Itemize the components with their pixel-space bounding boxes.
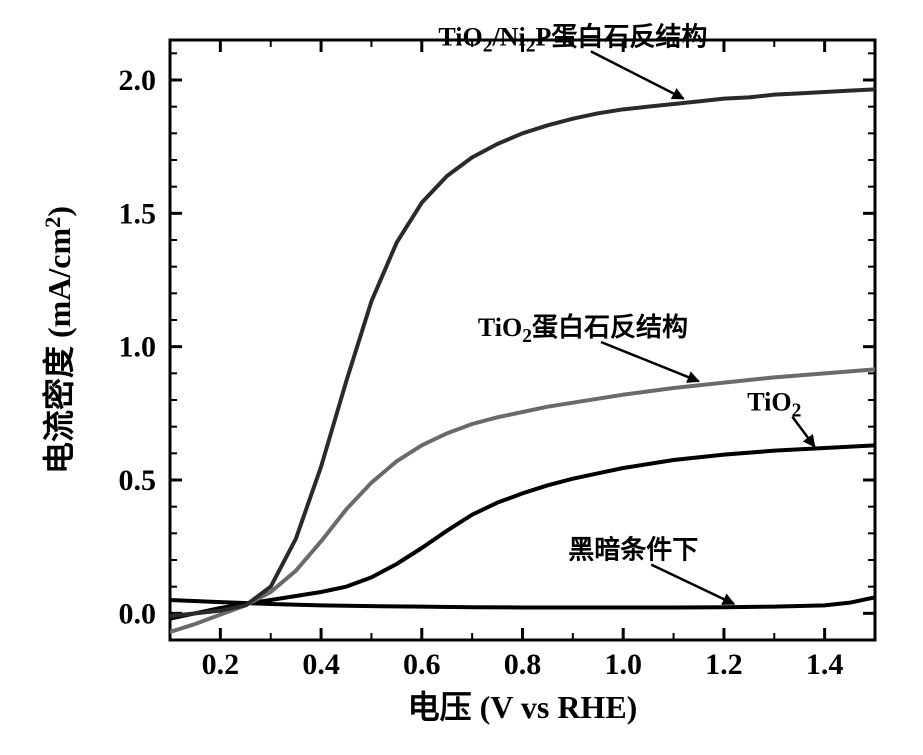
annotation-arrow bbox=[651, 565, 734, 604]
x-tick-label: 0.6 bbox=[403, 648, 441, 681]
x-tick-label: 0.4 bbox=[302, 648, 340, 681]
y-axis-label: 电流密度 (mA/cm2) bbox=[40, 206, 77, 474]
x-tick-label: 1.0 bbox=[604, 648, 642, 681]
series-tio2_ni2p_inverse_opal bbox=[170, 89, 875, 616]
annotation-arrow bbox=[601, 342, 699, 381]
x-axis-label: 电压 (V vs RHE) bbox=[408, 689, 638, 725]
series-tio2 bbox=[170, 445, 875, 618]
annotation-arrow bbox=[591, 51, 684, 98]
chart-container: 0.2 0.4 0.6 0.8 1.0 1.2 1.4 电压 (V vs RHE) 0.0 0.5… bbox=[0, 0, 923, 755]
y-tick-label: 1.0 bbox=[119, 331, 157, 364]
y-tick-label: 2.0 bbox=[119, 64, 157, 97]
y-tick-label: 0.0 bbox=[119, 597, 157, 630]
series-label-tio2_ni2p_inverse_opal: TiO2/Ni2P蛋白石反结构 bbox=[438, 21, 707, 56]
x-tick-label: 0.2 bbox=[202, 648, 240, 681]
annotation-arrow bbox=[792, 417, 814, 447]
series-label-dark: 黑暗条件下 bbox=[568, 536, 698, 565]
y-tick-label: 0.5 bbox=[119, 464, 157, 497]
x-tick-label: 0.8 bbox=[504, 648, 542, 681]
chart-svg: 0.2 0.4 0.6 0.8 1.0 1.2 1.4 电压 (V vs RHE) 0.0 0.5… bbox=[0, 0, 923, 755]
x-tick-label: 1.2 bbox=[705, 648, 743, 681]
y-tick-label: 1.5 bbox=[119, 197, 157, 230]
series-label-tio2_inverse_opal: TiO2蛋白石反结构 bbox=[478, 312, 688, 347]
x-tick-label: 1.4 bbox=[806, 648, 844, 681]
